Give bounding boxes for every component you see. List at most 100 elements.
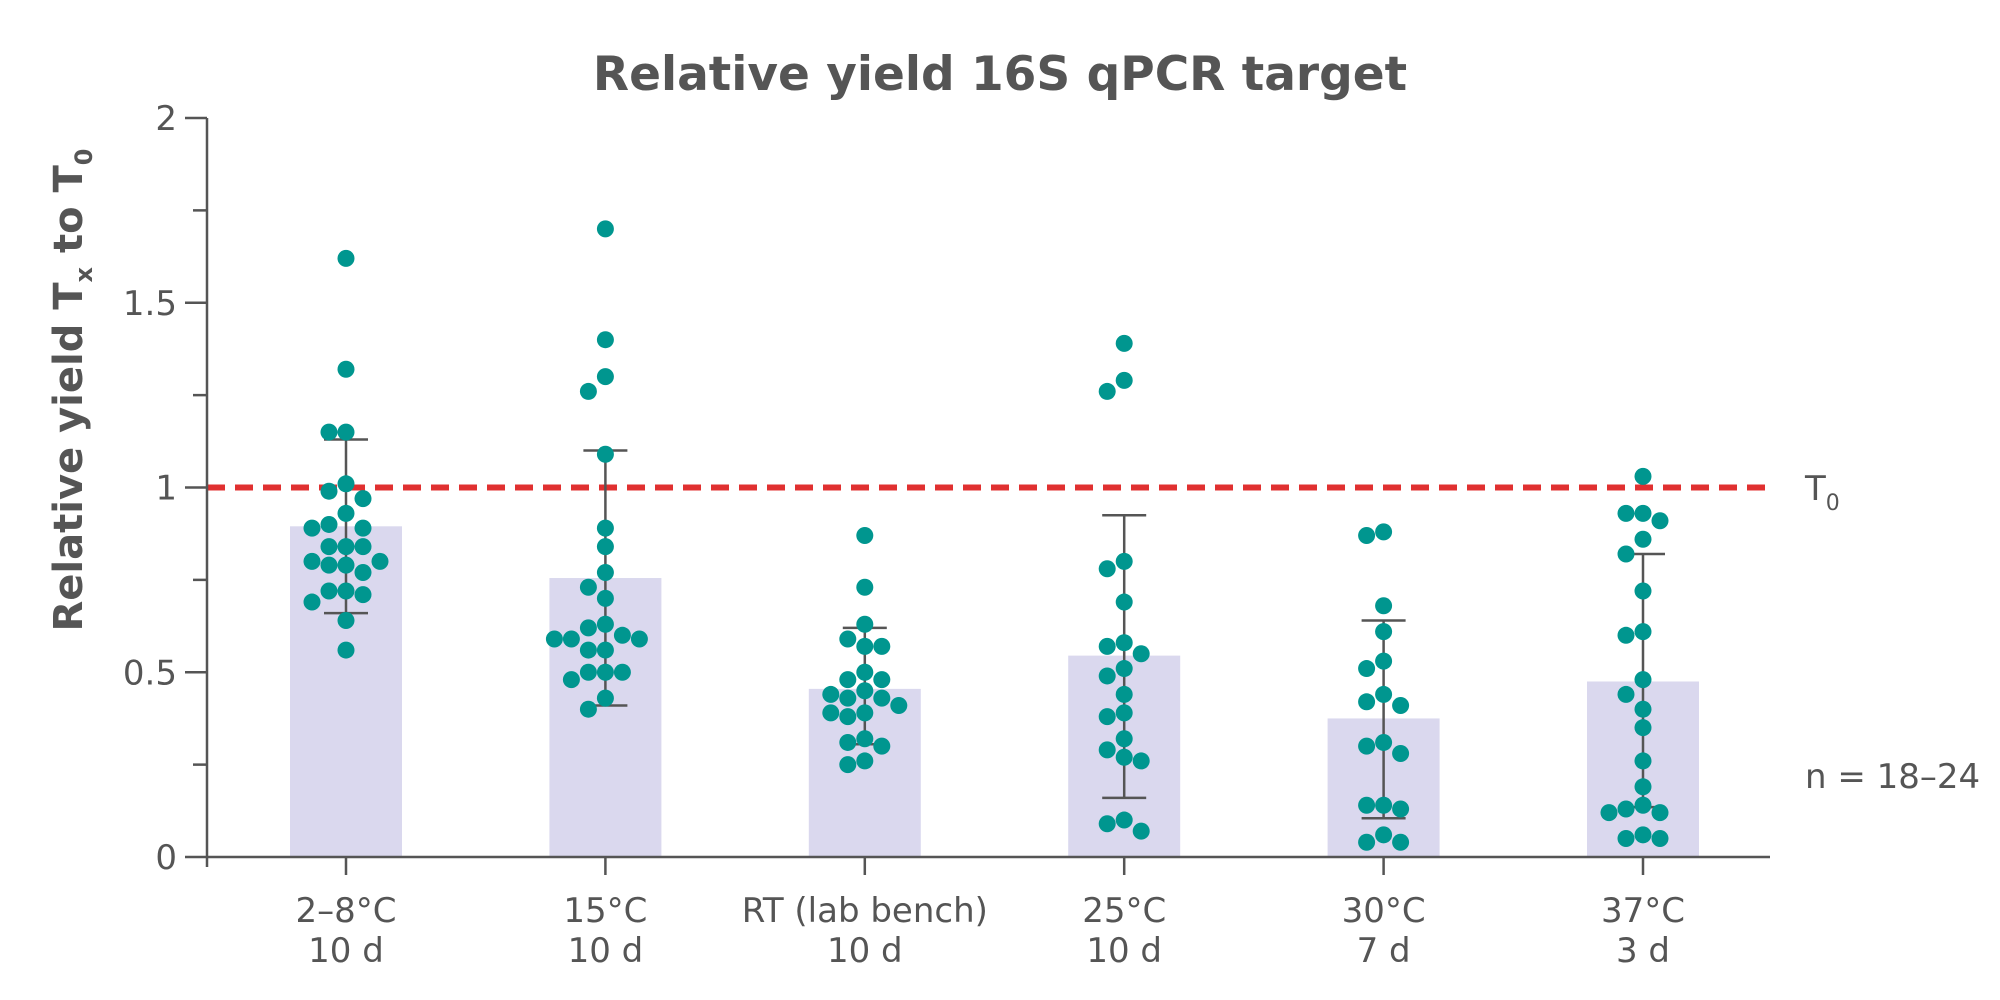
data-point (873, 671, 891, 689)
data-point (1115, 593, 1133, 611)
data-point (1617, 626, 1635, 644)
data-point (1634, 582, 1652, 600)
data-point (873, 689, 891, 707)
x-tick-label-condition: 15°C (563, 891, 647, 931)
data-point (1132, 752, 1150, 770)
data-point (579, 700, 597, 718)
x-tick-label-condition: 25°C (1082, 891, 1166, 931)
data-point (1617, 685, 1635, 703)
data-point (1617, 830, 1635, 848)
data-point (337, 504, 355, 522)
data-point (562, 671, 580, 689)
data-point (596, 689, 614, 707)
data-point (337, 249, 355, 267)
data-point (890, 697, 908, 715)
data-point (856, 730, 874, 748)
y-axis-label: Relative yield Tx to T0 (46, 149, 98, 632)
x-tick-label-condition: RT (lab bench) (742, 891, 988, 931)
data-point (545, 630, 563, 648)
data-point (1392, 745, 1410, 763)
x-tick-label-duration: 10 d (1086, 931, 1162, 971)
data-point (337, 612, 355, 630)
data-point (596, 563, 614, 581)
data-point (1634, 752, 1652, 770)
y-tick-label: 0 (155, 838, 177, 878)
data-point (303, 519, 321, 537)
labels-layer: 2–8°C10 d15°C10 dRT (lab bench)10 d25°C1… (123, 99, 1685, 971)
data-point (337, 538, 355, 556)
data-point (1115, 660, 1133, 678)
data-point (1634, 719, 1652, 737)
data-point (1634, 671, 1652, 689)
data-point (320, 538, 338, 556)
data-point (1358, 660, 1376, 678)
data-point (1115, 811, 1133, 829)
data-point (1617, 545, 1635, 563)
data-point (337, 475, 355, 493)
data-point (1115, 552, 1133, 570)
data-point (1375, 523, 1393, 541)
data-point (1375, 796, 1393, 814)
data-point (1115, 634, 1133, 652)
x-tick-label-condition: 37°C (1601, 891, 1685, 931)
data-point (371, 552, 389, 570)
data-point (856, 578, 874, 596)
y-axis-label-mid: to T (46, 165, 92, 267)
data-point (613, 626, 631, 644)
x-tick-label-duration: 7 d (1357, 931, 1411, 971)
data-point (1115, 704, 1133, 722)
data-point (1375, 733, 1393, 751)
data-point (1634, 530, 1652, 548)
data-point (1115, 730, 1133, 748)
data-point (1392, 800, 1410, 818)
data-point (1634, 504, 1652, 522)
data-point (613, 663, 631, 681)
chart-title: Relative yield 16S qPCR target (593, 47, 1407, 102)
data-point (596, 538, 614, 556)
data-point (596, 368, 614, 386)
data-point (354, 586, 372, 604)
reference-line-label-sub: 0 (1826, 491, 1840, 516)
data-point (1098, 741, 1116, 759)
data-point (337, 556, 355, 574)
x-tick-label-condition: 2–8°C (295, 891, 396, 931)
data-point (873, 737, 891, 755)
x-tick-label-duration: 10 d (308, 931, 384, 971)
y-tick-label: 1.5 (123, 284, 177, 324)
data-point (856, 752, 874, 770)
data-point (1098, 637, 1116, 655)
y-tick-label: 1 (155, 469, 177, 509)
data-point (320, 515, 338, 533)
x-tick-label-condition: 30°C (1342, 891, 1426, 931)
data-point (1098, 708, 1116, 726)
data-point (354, 519, 372, 537)
data-point (1651, 512, 1669, 530)
data-point (1392, 833, 1410, 851)
data-point (320, 556, 338, 574)
y-axis-label-main: Relative yield T (46, 282, 92, 632)
data-point (1375, 652, 1393, 670)
data-point (856, 663, 874, 681)
data-point (337, 582, 355, 600)
data-point (1634, 467, 1652, 485)
data-point (303, 552, 321, 570)
data-point (1132, 822, 1150, 840)
data-point (1358, 737, 1376, 755)
data-point (596, 615, 614, 633)
data-point (337, 641, 355, 659)
y-axis-label-sub1: x (70, 266, 98, 282)
data-point (1375, 623, 1393, 641)
data-point (839, 689, 857, 707)
data-point (1358, 833, 1376, 851)
y-axis-label-sub2: 0 (70, 149, 98, 166)
reference-line-label-main: T (1804, 469, 1826, 509)
data-point (1115, 371, 1133, 389)
x-tick-label-duration: 10 d (568, 931, 644, 971)
data-point (630, 630, 648, 648)
data-point (1634, 778, 1652, 796)
data-point (1132, 645, 1150, 663)
points-layer (303, 220, 1669, 851)
data-point (1634, 700, 1652, 718)
x-tick-label-duration: 10 d (827, 931, 903, 971)
data-point (579, 619, 597, 637)
